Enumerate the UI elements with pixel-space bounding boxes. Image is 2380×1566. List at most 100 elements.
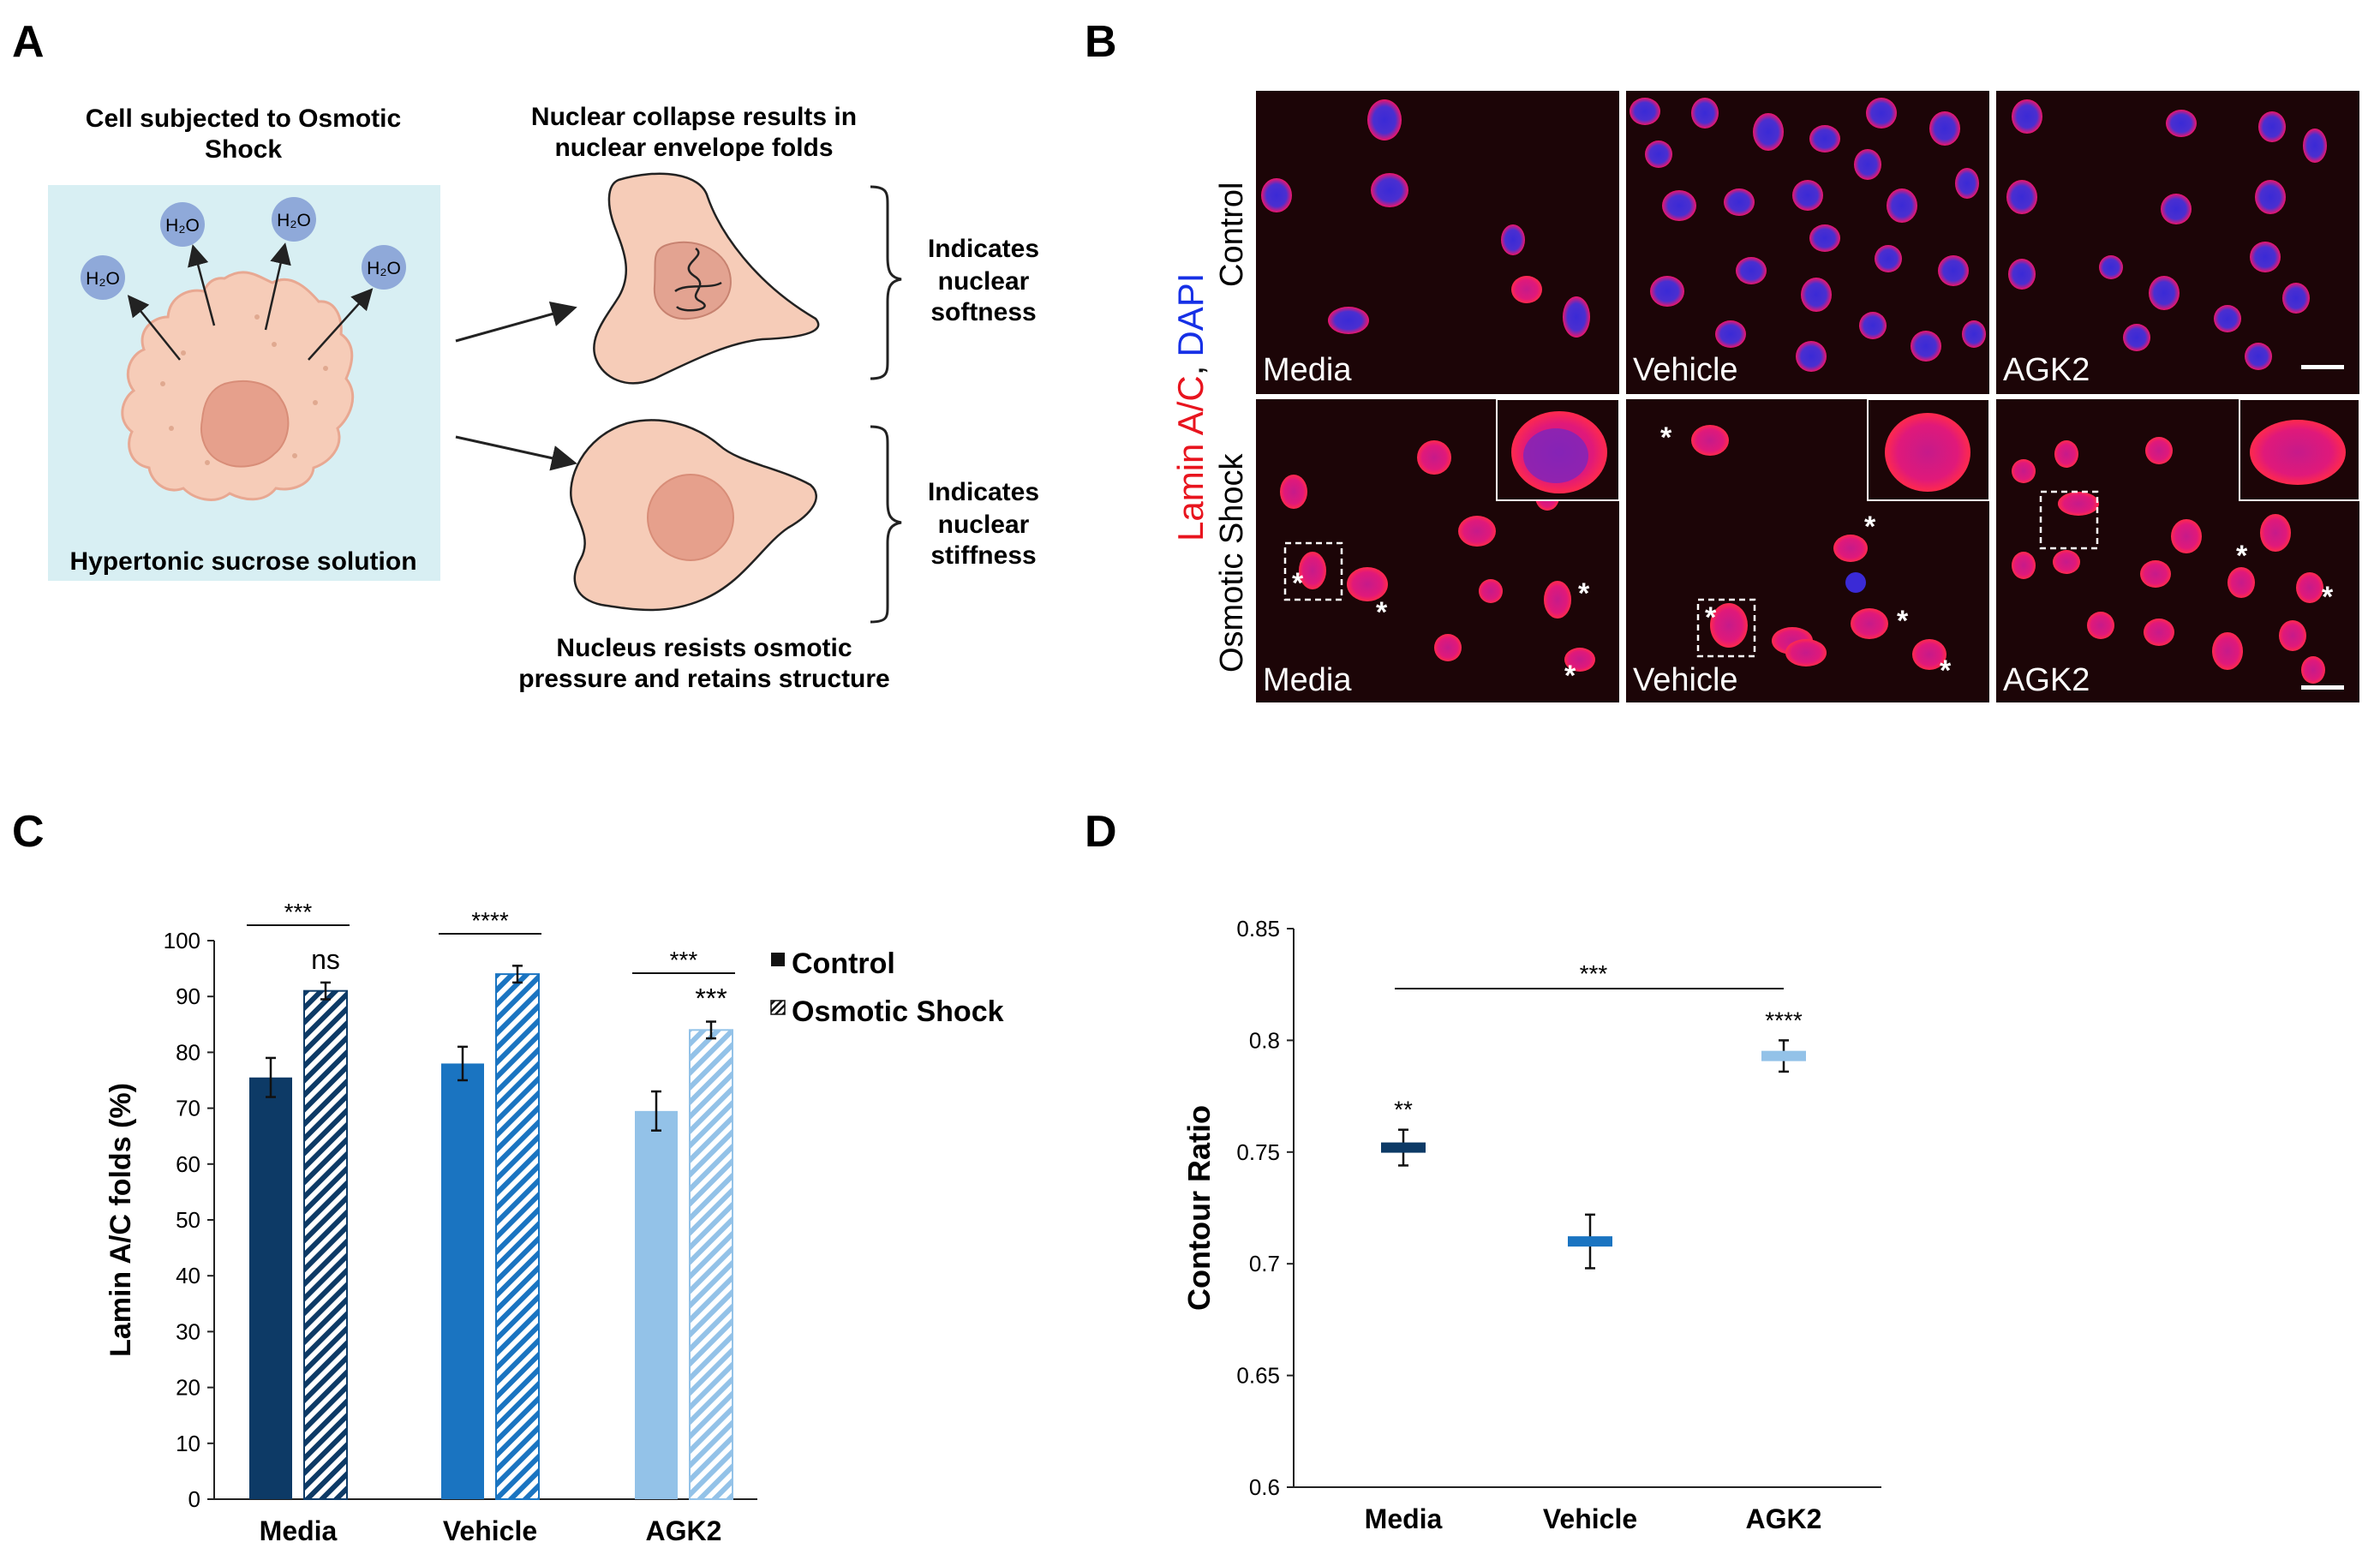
legend-swatch-osmotic: [770, 1000, 786, 1015]
asterisk: *: [1660, 421, 1672, 454]
tile-osmotic-media: * * * * Media: [1256, 398, 1620, 702]
significance-label: ***: [284, 899, 313, 925]
asterisk: *: [1292, 567, 1304, 600]
water-molecule-1: H₂O: [81, 255, 125, 300]
panel-b-letter: B: [1085, 17, 1117, 67]
y-tick-label: 0.7: [1249, 1251, 1280, 1276]
category-label: AGK2: [646, 1515, 722, 1546]
asterisk: *: [1578, 577, 1590, 610]
tile-control-vehicle: Vehicle: [1626, 91, 1989, 394]
category-label: AGK2: [1746, 1503, 1822, 1534]
resist-line1: Nucleus resists osmotic: [556, 634, 852, 662]
contour-chart: 0.6 0.65 0.7 0.75 0.8 0.85 Contour Ratio Media *…: [1181, 916, 1881, 1534]
category-label: Media: [260, 1515, 338, 1546]
legend-label-control: Control: [792, 947, 895, 980]
stain-dapi: DAPI: [1170, 273, 1211, 357]
intact-nucleus: [647, 474, 734, 561]
significance-label: ***: [670, 947, 698, 973]
category-label: Media: [1365, 1503, 1443, 1534]
y-tick-label: 20: [176, 1375, 200, 1401]
tile-label-osmotic-media: Media: [1263, 662, 1352, 698]
stain-separator: ,: [1170, 366, 1211, 376]
collapsed-nucleus: [653, 241, 732, 320]
legend-swatch-control: [771, 953, 785, 966]
tile-osmotic-agk2: * * AGK2: [1996, 398, 2360, 702]
stiffness-line2: nuclear: [938, 511, 1030, 539]
y-tick-label: 0.65: [1236, 1363, 1280, 1389]
bar-control: [635, 1110, 678, 1499]
roi-box: [2039, 490, 2099, 550]
arrow-to-softness: [455, 302, 577, 343]
y-tick-label: 80: [176, 1039, 200, 1065]
tile-label-control-agk2: AGK2: [2003, 352, 2090, 388]
shrunken-nucleus: [200, 380, 290, 468]
arrow-to-stiffness: [455, 435, 577, 471]
water-molecule-3: H₂O: [272, 197, 316, 242]
point-annotation: ****: [1765, 1007, 1803, 1033]
y-axis-label: Contour Ratio: [1181, 1105, 1217, 1311]
mean-marker: [1568, 1236, 1612, 1247]
y-axis-label: Lamin A/C folds (%): [105, 1083, 137, 1357]
tile-osmotic-vehicle: * * * * * Vehicle: [1626, 398, 1990, 702]
tile-label-control-vehicle: Vehicle: [1633, 352, 1738, 388]
svg-text:H₂O: H₂O: [277, 211, 311, 230]
point-annotation: **: [1394, 1097, 1413, 1123]
panel-d-letter: D: [1085, 807, 1117, 857]
significance-label: ****: [471, 907, 509, 934]
stiffness-line1: Indicates: [928, 478, 1039, 506]
scale-bar: [2301, 365, 2344, 369]
tile-label-control-media: Media: [1263, 352, 1352, 388]
cell-title-line2: Shock: [205, 135, 282, 164]
osmotic-annotation: ns: [311, 944, 340, 975]
y-tick-label: 70: [176, 1096, 200, 1121]
asterisk: *: [1564, 660, 1576, 692]
asterisk: *: [1376, 596, 1388, 629]
osmotic-annotation: ***: [695, 983, 727, 1014]
y-tick-label: 40: [176, 1263, 200, 1288]
roi-box: [1283, 541, 1343, 601]
water-molecule-4: H₂O: [362, 245, 406, 290]
svg-text:H₂O: H₂O: [165, 216, 200, 236]
softness-line3: softness: [930, 298, 1036, 326]
svg-text:H₂O: H₂O: [367, 259, 401, 278]
cell-dots: [160, 314, 328, 465]
water-molecule-2: H₂O: [160, 202, 205, 247]
category-label: Vehicle: [1543, 1503, 1637, 1534]
y-tick-label: 60: [176, 1151, 200, 1177]
legend-label-osmotic: Osmotic Shock: [792, 995, 1004, 1028]
panel-b: B Lamin A/C, DAPI Control Osmotic Shock M…: [1085, 17, 2360, 702]
bar-osmotic: [689, 1029, 733, 1500]
asterisk: *: [1897, 605, 1909, 637]
y-tick-label: 30: [176, 1318, 200, 1344]
bar-control: [249, 1077, 292, 1499]
asterisk: *: [2236, 540, 2248, 572]
softness-line2: nuclear: [938, 267, 1030, 296]
bar-osmotic: [303, 989, 348, 1501]
stain-lamin: Lamin A/C: [1170, 375, 1211, 541]
panel-c-letter: C: [12, 807, 45, 857]
category-label: Vehicle: [443, 1515, 537, 1546]
tile-control-agk2: AGK2: [1996, 91, 2359, 394]
roi-box: [1696, 598, 1756, 658]
svg-text:H₂O: H₂O: [86, 269, 120, 289]
bar-chart: 0 10 20 30 40 50 60 70 80 90 100 Lamin A/C folds (%…: [105, 899, 1004, 1546]
panel-a: A Cell subjected to Osmotic Shock H₂O H₂…: [12, 17, 1039, 693]
panel-a-letter: A: [12, 17, 45, 67]
tile-control-media: Media: [1256, 91, 1619, 394]
mean-marker: [1381, 1142, 1426, 1153]
stiffness-line3: stiffness: [930, 541, 1036, 570]
tile-label-osmotic-agk2: AGK2: [2003, 662, 2090, 698]
solution-label: Hypertonic sucrose solution: [69, 547, 416, 576]
asterisk: *: [2322, 581, 2334, 613]
softness-line1: Indicates: [928, 235, 1039, 263]
y-tick-label: 0.8: [1249, 1027, 1280, 1053]
y-tick-label: 0.6: [1249, 1474, 1280, 1500]
scale-bar: [2301, 685, 2344, 690]
y-tick-label: 0.85: [1236, 916, 1280, 941]
asterisk: *: [1940, 654, 1952, 687]
panel-d: D 0.6 0.65 0.7 0.75 0.8 0.85 Contour Ratio Medi…: [1085, 807, 1881, 1534]
collapse-line2: nuclear envelope folds: [554, 134, 833, 162]
water-arrows: [127, 242, 374, 361]
y-tick-label: 0.75: [1236, 1139, 1280, 1165]
